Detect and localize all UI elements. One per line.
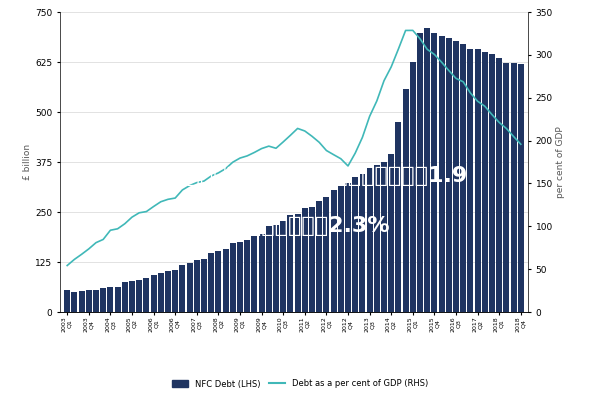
Bar bbox=[194, 260, 200, 312]
Y-axis label: per cent of GDP: per cent of GDP bbox=[556, 126, 565, 198]
Y-axis label: £ billion: £ billion bbox=[23, 144, 32, 180]
Bar bbox=[230, 243, 236, 312]
Bar bbox=[467, 48, 473, 312]
Bar bbox=[403, 89, 409, 312]
Bar bbox=[338, 185, 344, 312]
Bar bbox=[518, 64, 524, 312]
Bar bbox=[410, 62, 416, 312]
Bar bbox=[64, 290, 70, 312]
Bar bbox=[439, 36, 445, 312]
Bar bbox=[359, 174, 365, 312]
Bar bbox=[503, 63, 509, 312]
Bar bbox=[496, 58, 502, 312]
Bar bbox=[165, 271, 171, 312]
Bar bbox=[187, 263, 193, 312]
Bar bbox=[345, 183, 351, 312]
Bar bbox=[475, 49, 481, 312]
Bar bbox=[374, 165, 380, 312]
Bar bbox=[287, 215, 293, 312]
Text: 6%，转股溢价率2.3%: 6%，转股溢价率2.3% bbox=[210, 216, 390, 236]
Bar bbox=[259, 234, 265, 312]
Bar bbox=[266, 226, 272, 312]
Bar bbox=[331, 190, 337, 312]
Bar bbox=[367, 168, 373, 312]
Bar bbox=[151, 275, 157, 312]
Bar bbox=[122, 282, 128, 312]
Bar bbox=[100, 288, 106, 312]
Bar bbox=[244, 240, 250, 312]
Bar bbox=[431, 33, 437, 312]
Bar bbox=[309, 207, 315, 312]
Bar bbox=[107, 286, 113, 312]
Bar bbox=[237, 242, 243, 312]
Bar bbox=[208, 252, 214, 312]
Bar bbox=[316, 201, 322, 312]
Text: 炒股票杠杆是什么意思 8月30日鹿山转债上涨1.9: 炒股票杠杆是什么意思 8月30日鹿山转债上涨1.9 bbox=[133, 166, 467, 186]
Bar bbox=[424, 28, 430, 312]
Bar bbox=[223, 249, 229, 312]
Bar bbox=[251, 235, 257, 312]
Bar bbox=[446, 38, 452, 312]
Bar bbox=[158, 274, 164, 312]
Bar bbox=[489, 54, 495, 312]
Bar bbox=[352, 177, 358, 312]
Bar bbox=[136, 280, 142, 312]
Bar bbox=[129, 281, 135, 312]
Bar bbox=[79, 291, 85, 312]
Bar bbox=[179, 265, 185, 312]
Bar bbox=[273, 224, 279, 312]
Bar bbox=[71, 292, 77, 312]
Bar bbox=[172, 270, 178, 312]
Bar bbox=[93, 290, 99, 312]
Bar bbox=[143, 278, 149, 312]
Bar bbox=[302, 208, 308, 312]
Bar bbox=[215, 251, 221, 312]
Bar bbox=[417, 33, 423, 312]
Legend: NFC Debt (LHS), Debt as a per cent of GDP (RHS): NFC Debt (LHS), Debt as a per cent of GD… bbox=[168, 376, 432, 392]
Bar bbox=[86, 290, 92, 312]
Bar bbox=[280, 221, 286, 312]
Bar bbox=[115, 287, 121, 312]
Bar bbox=[295, 214, 301, 312]
Bar bbox=[482, 52, 488, 312]
Bar bbox=[201, 259, 207, 312]
Bar bbox=[460, 44, 466, 312]
Bar bbox=[453, 42, 459, 312]
Bar bbox=[323, 197, 329, 312]
Bar bbox=[388, 154, 394, 312]
Bar bbox=[395, 122, 401, 312]
Bar bbox=[511, 63, 517, 312]
Bar bbox=[381, 162, 387, 312]
